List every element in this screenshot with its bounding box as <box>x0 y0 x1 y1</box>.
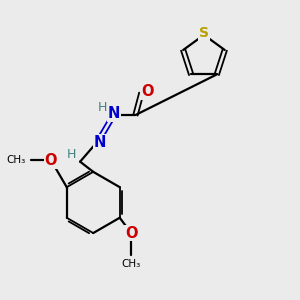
Text: H: H <box>98 101 107 114</box>
Text: O: O <box>45 153 57 168</box>
Text: N: N <box>94 135 106 150</box>
Text: CH₃: CH₃ <box>122 259 141 269</box>
Text: S: S <box>199 26 209 40</box>
Text: O: O <box>125 226 137 241</box>
Text: N: N <box>107 106 120 121</box>
Text: H: H <box>67 148 76 161</box>
Text: CH₃: CH₃ <box>6 155 25 165</box>
Text: O: O <box>141 84 153 99</box>
